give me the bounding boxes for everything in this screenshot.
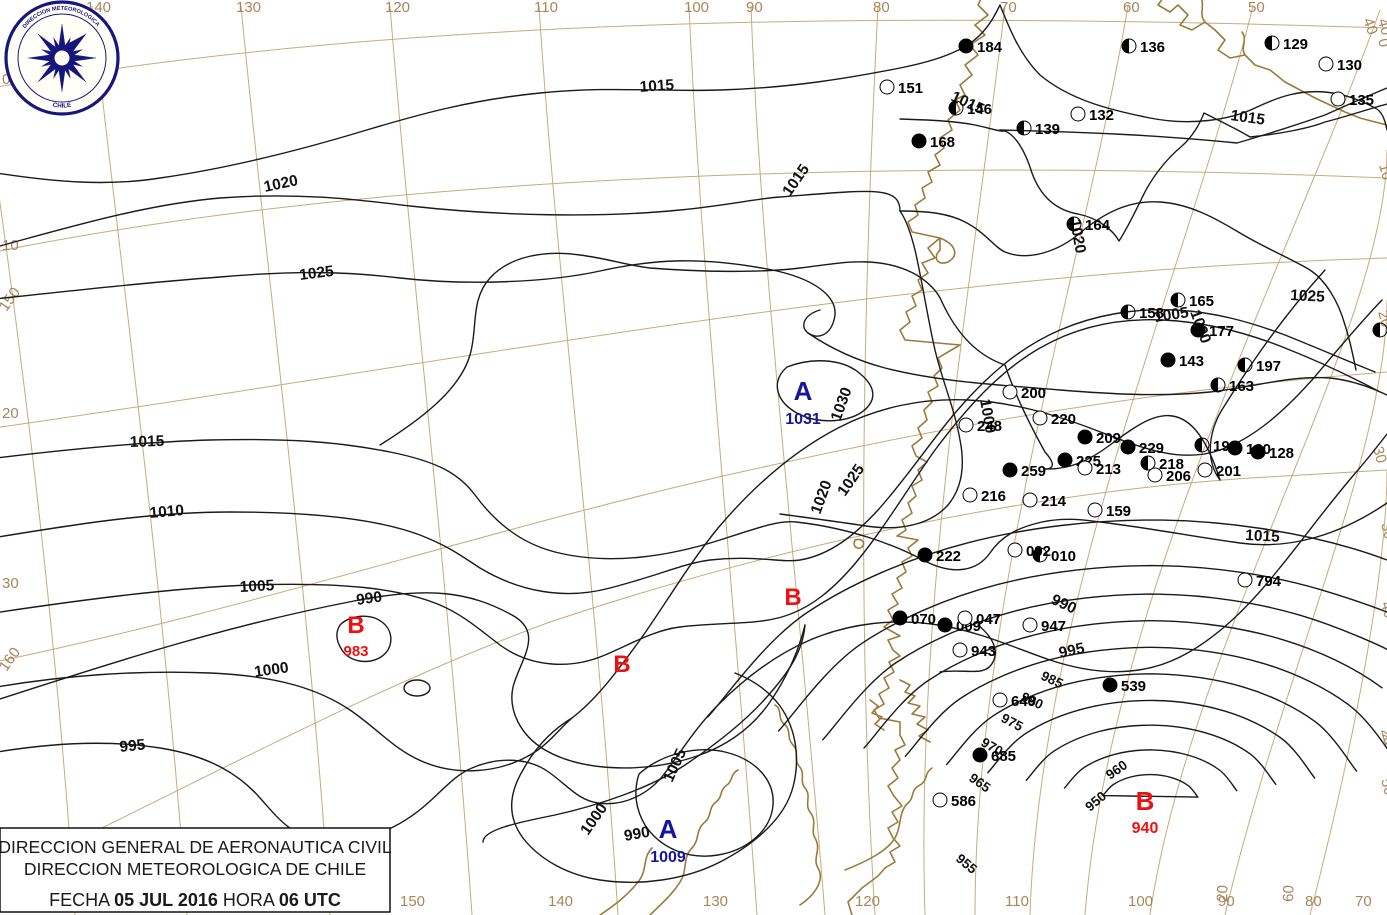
svg-text:1031: 1031 (785, 411, 821, 428)
svg-text:140: 140 (548, 893, 573, 910)
svg-text:1005: 1005 (239, 577, 275, 596)
svg-text:70: 70 (1355, 893, 1372, 910)
svg-text:1015: 1015 (130, 433, 165, 451)
svg-text:010: 010 (1051, 548, 1076, 565)
svg-text:1009: 1009 (650, 849, 686, 866)
svg-text:047: 047 (976, 611, 1001, 628)
svg-text:A: A (794, 376, 813, 406)
svg-text:132: 132 (1089, 107, 1114, 124)
svg-text:995: 995 (119, 736, 147, 756)
svg-text:B: B (784, 584, 801, 611)
svg-text:CHILE: CHILE (52, 102, 72, 110)
svg-text:130: 130 (1337, 57, 1362, 74)
svg-text:10: 10 (2, 237, 19, 254)
svg-text:130: 130 (703, 893, 728, 910)
svg-text:60: 60 (1123, 0, 1140, 16)
svg-text:20: 20 (1214, 885, 1232, 902)
svg-text:60: 60 (1280, 885, 1298, 902)
svg-text:206: 206 (1166, 468, 1191, 485)
svg-text:164: 164 (1085, 217, 1111, 234)
svg-text:B: B (613, 651, 630, 678)
svg-text:80: 80 (1305, 893, 1322, 910)
svg-text:649: 649 (1011, 693, 1036, 710)
svg-text:150: 150 (400, 893, 425, 910)
svg-text:100: 100 (684, 0, 709, 16)
svg-text:120: 120 (385, 0, 410, 16)
svg-text:947: 947 (1041, 618, 1066, 635)
svg-text:177: 177 (1209, 323, 1234, 340)
svg-text:990: 990 (355, 589, 383, 609)
svg-text:229: 229 (1139, 440, 1164, 457)
svg-text:143: 143 (1179, 353, 1204, 370)
svg-text:B: B (1136, 786, 1155, 816)
svg-text:DIRECCION METEOROLOGICA DE CHI: DIRECCION METEOROLOGICA DE CHILE (24, 859, 366, 879)
svg-text:1025: 1025 (1290, 287, 1326, 306)
svg-text:110: 110 (534, 0, 558, 16)
svg-text:A: A (659, 814, 678, 844)
svg-text:139: 139 (1035, 121, 1060, 138)
svg-text:220: 220 (1051, 411, 1076, 428)
svg-text:214: 214 (1041, 493, 1067, 510)
svg-text:146: 146 (967, 101, 992, 118)
svg-text:129: 129 (1283, 36, 1308, 53)
svg-text:DIRECCION GENERAL DE AERONAUTI: DIRECCION GENERAL DE AERONAUTICA CIVIL (0, 837, 392, 857)
svg-text:B: B (347, 612, 364, 639)
svg-text:943: 943 (971, 643, 996, 660)
svg-text:30: 30 (2, 575, 19, 592)
svg-text:794: 794 (1256, 573, 1282, 590)
svg-text:50: 50 (1248, 0, 1265, 16)
svg-text:FECHA 05 JUL 2016 HORA 06 UTC: FECHA 05 JUL 2016 HORA 06 UTC (49, 890, 341, 910)
svg-text:20: 20 (2, 405, 19, 422)
svg-text:197: 197 (1256, 358, 1281, 375)
svg-text:110: 110 (1005, 893, 1029, 910)
svg-text:151: 151 (898, 80, 923, 97)
svg-text:100: 100 (1128, 893, 1153, 910)
svg-text:983: 983 (343, 643, 368, 660)
svg-text:130: 130 (236, 0, 261, 16)
svg-text:184: 184 (977, 39, 1003, 56)
svg-text:128: 128 (1269, 445, 1294, 462)
svg-text:586: 586 (951, 793, 976, 810)
svg-text:135: 135 (1349, 92, 1374, 109)
svg-text:070: 070 (911, 611, 936, 628)
svg-text:209: 209 (1096, 430, 1121, 447)
svg-text:216: 216 (981, 488, 1006, 505)
svg-text:158: 158 (1139, 305, 1164, 322)
svg-text:70: 70 (1000, 0, 1017, 16)
svg-text:168: 168 (930, 134, 955, 151)
svg-text:259: 259 (1021, 463, 1046, 480)
svg-text:165: 165 (1189, 293, 1214, 310)
svg-text:248: 248 (977, 418, 1002, 435)
svg-text:685: 685 (991, 748, 1016, 765)
svg-text:136: 136 (1140, 39, 1165, 56)
svg-text:201: 201 (1216, 463, 1241, 480)
svg-text:940: 940 (1132, 820, 1159, 837)
svg-text:159: 159 (1106, 503, 1131, 520)
svg-text:222: 222 (936, 548, 961, 565)
svg-text:120: 120 (855, 893, 880, 910)
svg-text:90: 90 (746, 0, 763, 16)
svg-text:213: 213 (1096, 461, 1121, 478)
svg-text:1015: 1015 (639, 77, 675, 96)
svg-text:200: 200 (1021, 385, 1046, 402)
svg-text:1015: 1015 (1245, 527, 1281, 546)
svg-text:1010: 1010 (149, 502, 185, 522)
svg-text:80: 80 (873, 0, 890, 16)
svg-text:539: 539 (1121, 678, 1146, 695)
svg-text:163: 163 (1229, 378, 1254, 395)
